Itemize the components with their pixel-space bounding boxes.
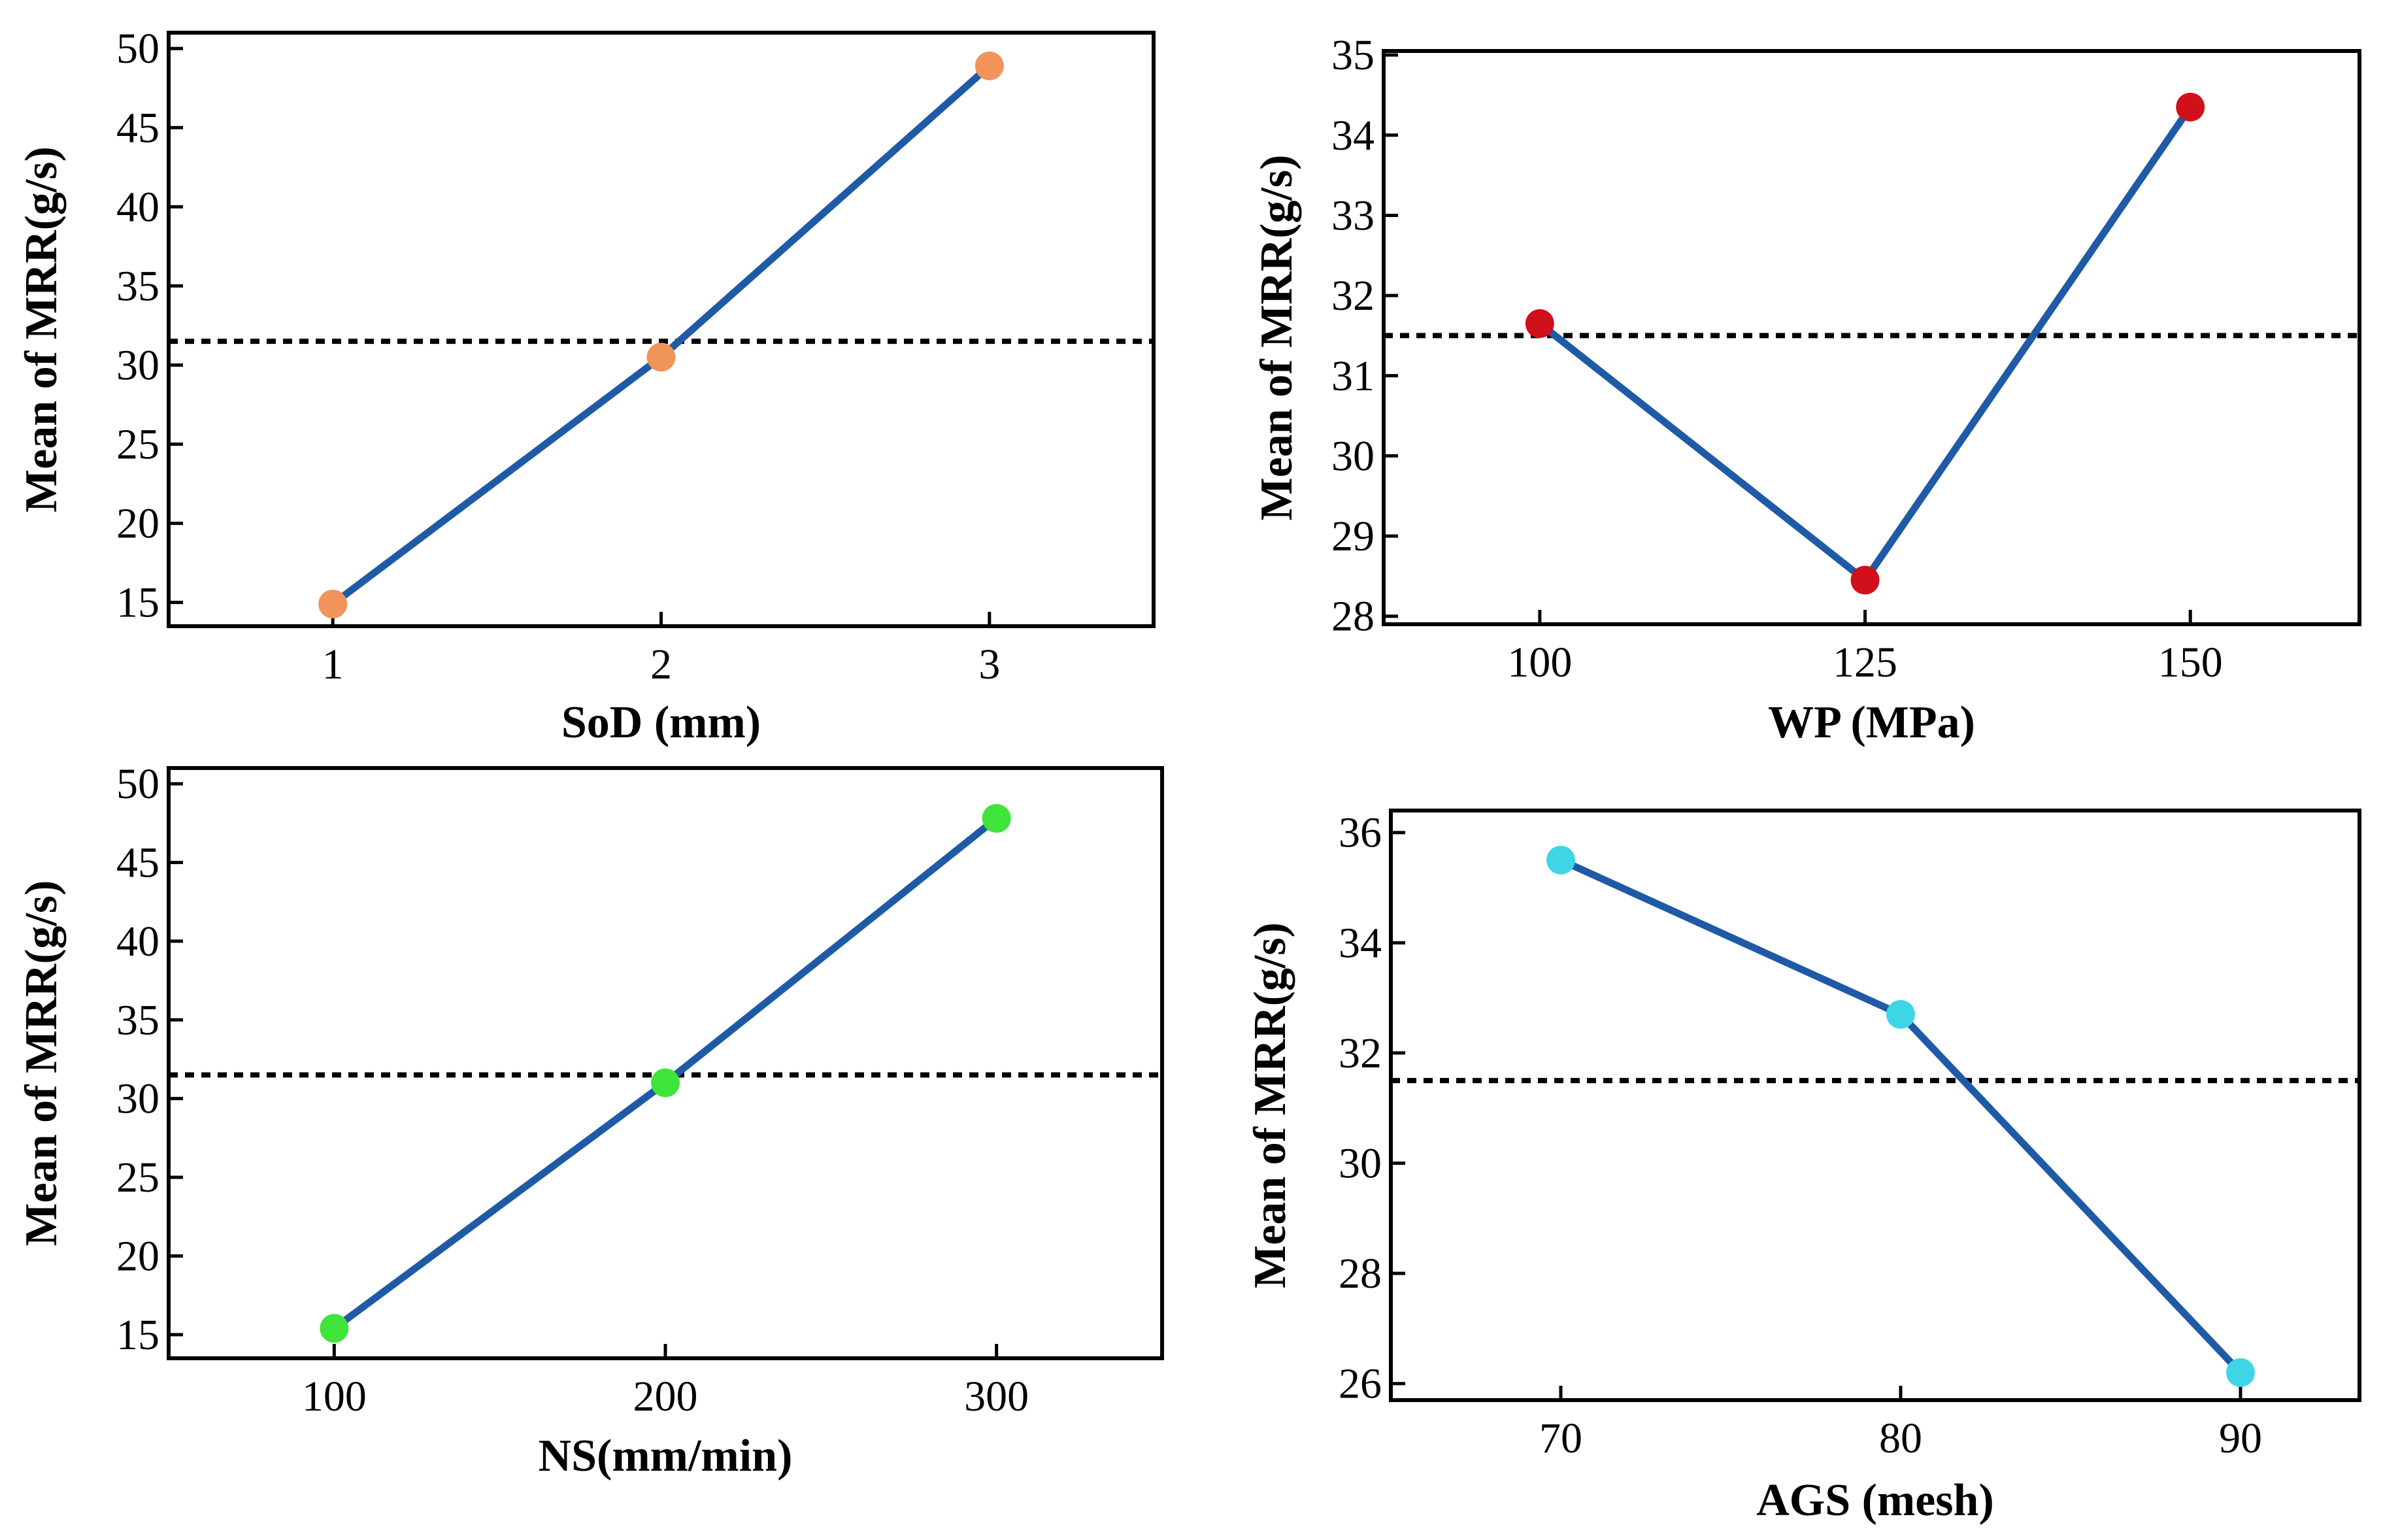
ags-x-axis-title: AGS (mesh): [1756, 1475, 1994, 1526]
wp-y-tick-label: 29: [1331, 512, 1375, 560]
panel-ags: 26 28 30 32 34 36 70 80 90 AGS (mesh) Mean of MRR(…: [1245, 809, 2361, 1526]
sod-data-point: [646, 343, 676, 372]
wp-x-axis-title: WP (MPa): [1768, 697, 1975, 748]
ags-x-tick-label: 90: [2219, 1414, 2262, 1462]
ags-data-point: [2226, 1358, 2255, 1387]
ags-y-axis-title: Mean of MRR(g/s): [1245, 922, 1295, 1288]
ags-y-tick-label: 28: [1339, 1250, 1382, 1297]
sod-x-tick-label: 3: [978, 641, 1000, 688]
wp-y-tick-label: 34: [1331, 112, 1375, 159]
sod-x-tick-label: 1: [322, 641, 344, 688]
ns-x-tick-label: 200: [633, 1373, 698, 1420]
sod-x-axis-title: SoD (mm): [561, 697, 761, 748]
panel-wp: 28 29 30 31 32 33 34 35 100 125 150 WP (MPa) Mean of…: [1252, 31, 2361, 748]
ags-y-tick-label: 32: [1339, 1029, 1382, 1077]
sod-y-tick-label: 40: [116, 183, 159, 231]
ns-plot-frame: [167, 766, 1164, 1360]
sod-y-tick-label: 30: [116, 341, 159, 389]
ns-y-tick-label: 15: [116, 1311, 159, 1359]
ags-plot-frame: [1389, 809, 2361, 1402]
ags-y-tick-label: 34: [1339, 919, 1382, 967]
sod-y-tick-label: 35: [116, 262, 159, 310]
ns-data-point: [320, 1314, 349, 1343]
wp-y-tick-label: 31: [1331, 352, 1375, 400]
sod-x-tick-label: 2: [650, 641, 672, 688]
panel-sod: 15 20 25 30 35 40 45 50 1 2 3 SoD (mm) Mean of MRR(g…: [16, 25, 1156, 748]
sod-series-line: [329, 62, 993, 608]
wp-y-axis-title: Mean of MRR(g/s): [1252, 155, 1302, 521]
wp-series-line: [1536, 103, 2194, 584]
wp-y-tick-label: 33: [1331, 192, 1375, 239]
ags-data-point: [1886, 999, 1915, 1029]
sod-y-tick-label: 15: [116, 579, 159, 627]
ns-data-point: [982, 804, 1011, 833]
ns-y-axis-title: Mean of MRR(g/s): [16, 880, 67, 1247]
wp-plot-frame: [1382, 49, 2361, 626]
sod-plot-frame: [167, 31, 1156, 628]
ags-data-point: [1546, 845, 1575, 875]
ns-x-tick-label: 100: [302, 1373, 367, 1420]
sod-y-axis-title: Mean of MRR(g/s): [16, 146, 67, 512]
ns-y-tick-label: 20: [116, 1232, 159, 1280]
wp-x-tick-label: 125: [1833, 639, 1897, 686]
wp-x-tick-label: 150: [2158, 639, 2223, 686]
wp-y-tick-label: 30: [1331, 432, 1375, 480]
sod-y-tick-label: 25: [116, 421, 159, 469]
ags-y-tick-label: 30: [1339, 1140, 1382, 1188]
ns-y-tick-label: 30: [116, 1075, 159, 1123]
wp-y-tick-label: 35: [1331, 31, 1375, 79]
panel-ns: 15 20 25 30 35 40 45 50 100 200 300 NS(mm/min) Mean …: [16, 760, 1164, 1481]
ns-y-tick-label: 35: [116, 996, 159, 1044]
ns-y-tick-label: 50: [116, 760, 159, 808]
wp-data-point: [2176, 92, 2205, 122]
ns-x-axis-title: NS(mm/min): [539, 1431, 793, 1481]
ns-x-tick-label: 300: [964, 1373, 1029, 1420]
ns-y-tick-label: 25: [116, 1154, 159, 1201]
wp-x-tick-label: 100: [1507, 639, 1572, 686]
ns-y-tick-label: 45: [116, 839, 159, 886]
wp-y-tick-label: 32: [1331, 272, 1375, 320]
ags-y-tick-label: 36: [1339, 809, 1382, 857]
sod-data-point: [975, 51, 1004, 80]
ns-y-tick-label: 40: [116, 918, 159, 965]
ags-x-tick-label: 80: [1879, 1414, 1922, 1462]
wp-data-point: [1850, 565, 1880, 595]
wp-y-tick-label: 28: [1331, 593, 1375, 641]
sod-y-tick-label: 45: [116, 104, 159, 152]
ags-x-tick-label: 70: [1539, 1414, 1582, 1462]
sod-y-tick-label: 50: [116, 25, 159, 73]
ns-data-point: [651, 1068, 680, 1097]
sod-y-tick-label: 20: [116, 500, 159, 548]
wp-data-point: [1525, 309, 1554, 339]
ags-series-line: [1557, 856, 2244, 1377]
sod-data-point: [318, 590, 348, 619]
ags-y-tick-label: 26: [1339, 1360, 1382, 1408]
